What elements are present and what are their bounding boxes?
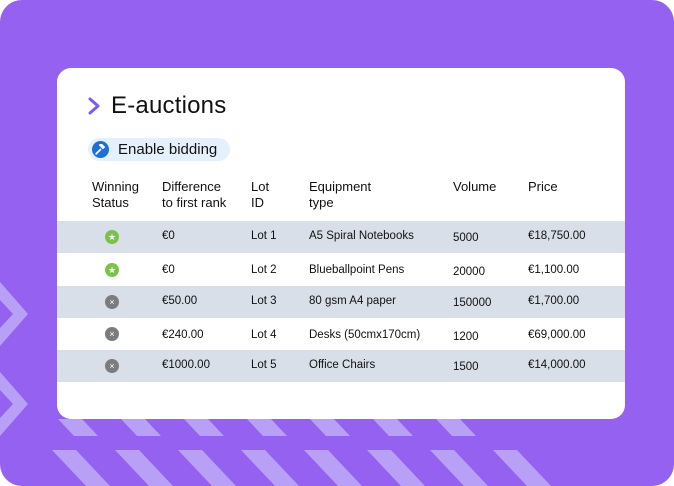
table-row: × €50.00 Lot 3 80 gsm A4 paper 150000 €1… [57,286,625,318]
page-title: E-auctions [111,92,227,119]
difference-cell: €50.00 [162,295,198,307]
equipment-cell: 80 gsm A4 paper [309,295,396,307]
title-row: E-auctions [87,92,226,120]
chevron-right-icon [88,97,100,115]
difference-cell: €0 [162,230,175,242]
table-row: × €240.00 Lot 4 Desks (50cmx170cm) 1200 … [57,318,625,350]
star-icon: ★ [105,263,119,277]
column-header-equipment-type: Equipment type [309,179,372,210]
difference-cell: €0 [162,264,175,276]
price-cell: €14,000.00 [528,359,586,371]
price-cell: €18,750.00 [528,230,586,242]
x-icon: × [105,359,119,373]
equipment-cell: A5 Spiral Notebooks [309,230,414,242]
lot-cell: Lot 1 [251,230,277,242]
price-cell: €69,000.00 [528,329,586,341]
column-header-price: Price [528,179,558,194]
volume-cell: 1500 [453,361,479,373]
star-icon: ★ [105,230,119,244]
equipment-cell: Desks (50cmx170cm) [309,329,421,341]
x-icon: × [105,295,119,309]
volume-cell: 1200 [453,331,479,343]
column-header-lot-id: Lot ID [251,179,270,210]
column-header-difference: Difference to first rank [162,179,227,210]
gavel-icon [92,141,109,158]
price-cell: €1,100.00 [528,264,580,276]
column-header-volume: Volume [453,179,497,194]
table-row: × €1000.00 Lot 5 Office Chairs 1500 €14,… [57,350,625,382]
lot-cell: Lot 3 [251,295,277,307]
enable-bidding-label: Enable bidding [118,141,218,158]
auctions-card: E-auctions Enable bidding Winning Status … [57,68,625,419]
lot-cell: Lot 4 [251,329,277,341]
lot-cell: Lot 2 [251,264,277,276]
volume-cell: 5000 [453,232,479,244]
table-row: ★ €0 Lot 1 A5 Spiral Notebooks 5000 €18,… [57,221,625,253]
lot-cell: Lot 5 [251,359,277,371]
price-cell: €1,700.00 [528,295,580,307]
difference-cell: €240.00 [162,329,204,341]
equipment-cell: Blueballpoint Pens [309,264,405,276]
table-row: ★ €0 Lot 2 Blueballpoint Pens 20000 €1,1… [57,254,625,286]
x-icon: × [105,327,119,341]
equipment-cell: Office Chairs [309,359,376,371]
volume-cell: 20000 [453,266,485,278]
difference-cell: €1000.00 [162,359,210,371]
column-header-winning-status: Winning Status [92,179,139,210]
enable-bidding-button[interactable]: Enable bidding [88,138,231,161]
volume-cell: 150000 [453,297,492,309]
